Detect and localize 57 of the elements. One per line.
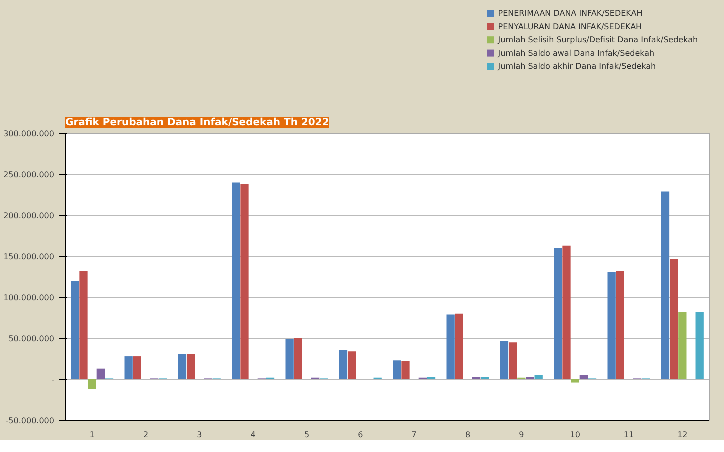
bar bbox=[124, 356, 133, 380]
bar bbox=[678, 312, 687, 380]
bar bbox=[393, 360, 402, 380]
bar bbox=[286, 339, 294, 380]
bar bbox=[571, 380, 580, 383]
bar bbox=[240, 184, 249, 380]
bar bbox=[178, 354, 187, 380]
bar bbox=[616, 271, 624, 380]
legend-label: Jumlah Selisih Surplus/Defisit Dana Infak/Sedekah bbox=[497, 36, 698, 45]
y-tick-label: - bbox=[52, 376, 55, 384]
x-tick-label: 5 bbox=[304, 430, 310, 440]
x-tick-label: 9 bbox=[519, 430, 524, 440]
bar bbox=[500, 340, 509, 380]
bar bbox=[554, 248, 562, 380]
bar bbox=[608, 272, 616, 380]
bar bbox=[88, 380, 96, 390]
x-tick-label: 6 bbox=[358, 430, 364, 440]
x-tick-label: 4 bbox=[250, 430, 256, 440]
bar bbox=[446, 314, 455, 380]
y-tick-label: 300.000.000 bbox=[4, 130, 55, 138]
x-tick-label: 12 bbox=[678, 430, 688, 440]
bar bbox=[133, 356, 142, 380]
bar bbox=[402, 361, 410, 380]
bar bbox=[294, 338, 302, 380]
bar bbox=[509, 342, 518, 380]
legend-label: PENYALURAN DANA INFAK/SEDEKAH bbox=[498, 22, 642, 32]
legend-label: Jumlah Saldo akhir Dana Infak/Sedekah bbox=[497, 62, 656, 71]
x-tick-label: 11 bbox=[624, 430, 634, 440]
x-tick-label: 7 bbox=[412, 430, 417, 440]
bar bbox=[455, 314, 464, 380]
bar bbox=[696, 312, 704, 380]
bar bbox=[661, 192, 670, 380]
y-tick-label: 200.000.000 bbox=[4, 212, 55, 220]
bar bbox=[670, 258, 678, 380]
bar bbox=[71, 281, 80, 380]
x-tick-label: 2 bbox=[143, 430, 149, 440]
bar bbox=[348, 352, 356, 380]
bar bbox=[339, 350, 348, 380]
bar bbox=[187, 354, 196, 380]
bar bbox=[534, 375, 543, 380]
y-tick-label: 100.000.000 bbox=[4, 294, 55, 302]
y-tick-label: 250.000.000 bbox=[4, 170, 55, 180]
y-tick-label: -50.000.000 bbox=[6, 416, 55, 426]
bar bbox=[80, 271, 88, 380]
bar bbox=[96, 368, 105, 380]
bar bbox=[232, 182, 240, 380]
bar bbox=[580, 375, 588, 380]
legend-label: Jumlah Saldo awal Dana Infak/Sedekah bbox=[497, 48, 655, 58]
legend-label: PENERIMAAN DANA INFAK/SEDEKAH bbox=[498, 9, 643, 18]
chart-title: Grafik Perubahan Dana Infak/Sedekah Th 2022 bbox=[66, 118, 330, 128]
y-tick-label: 50.000.000 bbox=[8, 334, 55, 344]
x-tick-label: 1 bbox=[90, 430, 95, 440]
x-tick-label: 8 bbox=[465, 430, 471, 440]
bar bbox=[562, 246, 571, 380]
x-tick-label: 10 bbox=[570, 430, 580, 440]
x-tick-label: 3 bbox=[197, 430, 202, 440]
y-tick-label: 150.000.000 bbox=[4, 252, 55, 262]
